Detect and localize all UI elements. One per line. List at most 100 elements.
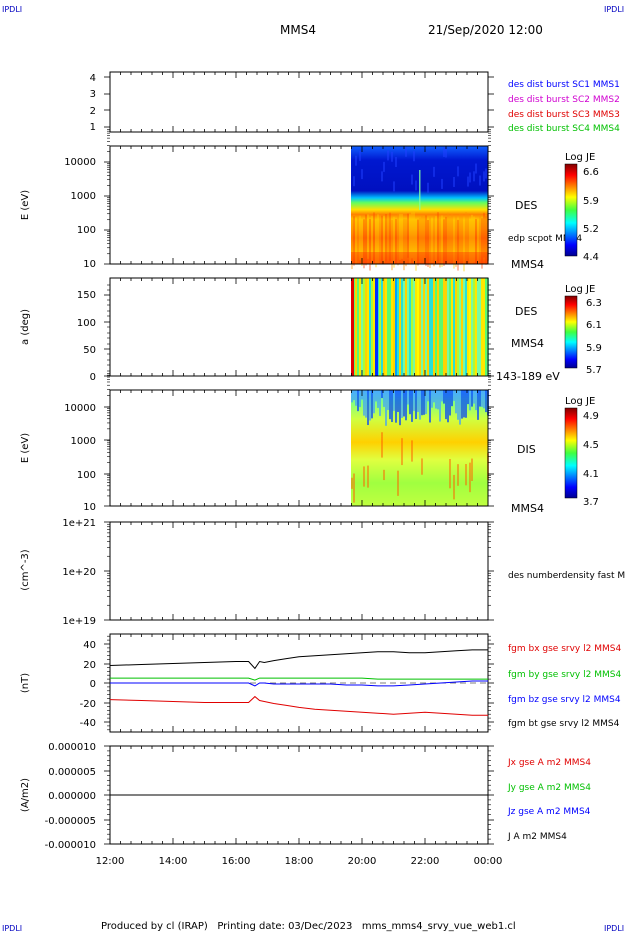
current-tick-label: 0.000005: [48, 767, 96, 778]
pitch-stripe: [439, 278, 441, 376]
spectrogram-stripe: [483, 212, 485, 258]
spectrogram-stripe: [429, 217, 431, 269]
dis-stripe: [365, 390, 367, 418]
density-tick-label: 1e+20: [62, 567, 96, 578]
time-tick-label: 12:00: [96, 856, 125, 867]
time-axis: 12:00 14:00 16:00 18:00 20:00 22:00 00:0…: [96, 856, 503, 867]
spectrogram-stripe: [353, 216, 355, 266]
dis-stripe: [413, 390, 415, 411]
pitch-stripe: [421, 278, 423, 376]
dis-stripe: [377, 390, 379, 408]
dis-energy-colorbar-tick: 4.5: [583, 440, 599, 451]
fgm-line-bx: [109, 695, 488, 716]
spectrogram-stripe: [381, 171, 383, 182]
current-label-jx: Jx gse A m2 MMS4: [507, 758, 591, 768]
dis-stripe: [353, 390, 355, 401]
burst-panel-frame: [109, 71, 489, 133]
density-panel: 1e+21 1e+20 1e+19 (cm^-3) des numberdens…: [20, 518, 625, 627]
dis-stripe: [433, 390, 435, 403]
des-energy-tick-label: 100: [77, 225, 96, 236]
dis-stripe: [483, 390, 485, 409]
spectrogram-stripe: [461, 214, 463, 262]
dis-stripe: [445, 390, 447, 420]
spectrogram-stripe: [475, 219, 477, 265]
density-ylabel: (cm^-3): [20, 549, 31, 590]
pitch-stripe: [363, 278, 365, 376]
spectrogram-stripe: [373, 212, 375, 262]
fgm-tick-label: -40: [80, 718, 96, 729]
spectrogram-stripe: [485, 216, 487, 265]
spectrogram-stripe: [453, 176, 455, 187]
spectrogram-stripe: [441, 178, 443, 189]
density-right-label: des numberdensity fast M: [508, 571, 625, 581]
spectrogram-stripe: [427, 219, 429, 267]
spectrogram-stripe: [455, 215, 457, 267]
pitch-stripe: [365, 278, 367, 376]
dis-stripe: [421, 390, 423, 416]
density-tick-label: 1e+19: [62, 616, 96, 627]
current-tick-label: 0.000000: [48, 791, 96, 802]
dis-stripe: [415, 390, 417, 420]
dis-energy-right-label: DIS: [517, 443, 536, 456]
dis-stripe: [407, 390, 409, 405]
des-energy-right-label: DES: [515, 199, 537, 212]
dis-stripe: [481, 390, 483, 407]
des-energy-colorbar-tick: 5.2: [583, 224, 599, 235]
fgm-tick-label: -20: [80, 699, 96, 710]
datetime-title: 21/Sep/2020 12:00: [428, 23, 543, 37]
spectrogram-stripe: [469, 218, 471, 264]
dis-stripe: [391, 390, 393, 423]
des-pitch-colorbar-title: Log JE: [565, 284, 595, 295]
fgm-ylabel: (nT): [20, 673, 31, 693]
dis-energy-colorbar-tick: 4.9: [583, 411, 599, 422]
spectrogram-stripe: [413, 212, 415, 264]
spectrogram-stripe: [453, 219, 455, 269]
burst-label-mms4: des dist burst SC4 MMS4: [508, 124, 620, 134]
dis-stripe: [465, 463, 467, 486]
des-energy-tick-label: 1000: [71, 191, 96, 202]
dis-energy-tick-label: 100: [77, 470, 96, 481]
dis-stripe: [367, 390, 369, 426]
spectrogram-stripe: [451, 213, 453, 261]
des-energy-colorbar: [564, 163, 578, 257]
dis-stripe: [447, 390, 449, 423]
spectrogram-stripe: [419, 217, 421, 263]
fgm-tick-label: 0: [90, 679, 96, 690]
current-y-ticks: [104, 745, 494, 845]
pitch-stripe: [433, 278, 435, 376]
burst-tick-label: 4: [90, 73, 96, 84]
dis-stripe: [435, 390, 437, 409]
fgm-line-bz: [110, 680, 488, 687]
time-tick-label: 14:00: [159, 856, 188, 867]
spectrogram-stripe: [483, 171, 485, 182]
spectrogram-stripe: [361, 169, 363, 180]
dis-stripe: [449, 390, 451, 416]
fgm-label-bt: fgm bt gse srvy l2 MMS4: [508, 719, 620, 729]
pitch-stripe: [367, 278, 369, 376]
spectrogram-stripe: [439, 217, 441, 268]
pitch-stripe: [451, 278, 453, 376]
dis-stripe: [393, 390, 395, 411]
spectrogram-stripe: [405, 219, 407, 267]
des-energy-y-ticks: [104, 129, 494, 265]
density-frame: [109, 521, 489, 621]
pitch-stripe: [453, 278, 455, 376]
dis-stripe: [451, 390, 453, 407]
dis-stripe: [453, 474, 455, 500]
des-energy-panel: 10000 1000 100 10 E (eV) DES edp scpot M…: [20, 129, 599, 272]
pitch-stripe: [445, 278, 447, 376]
des-pitch-colorbar-tick: 6.1: [586, 320, 602, 331]
spectrogram-stripe: [457, 219, 459, 271]
spectrogram-stripe: [397, 213, 399, 266]
des-energy-tick-label: 10: [83, 259, 96, 270]
pitch-stripe: [477, 278, 479, 376]
pitch-stripe: [467, 278, 469, 376]
spectrogram-stripe: [459, 213, 461, 261]
dis-stripe: [441, 390, 443, 402]
spectrogram-stripe: [477, 219, 479, 264]
pitch-stripe: [417, 278, 419, 376]
pitch-stripe: [403, 278, 405, 376]
dis-stripe: [355, 390, 357, 406]
pitch-stripe: [481, 278, 483, 376]
